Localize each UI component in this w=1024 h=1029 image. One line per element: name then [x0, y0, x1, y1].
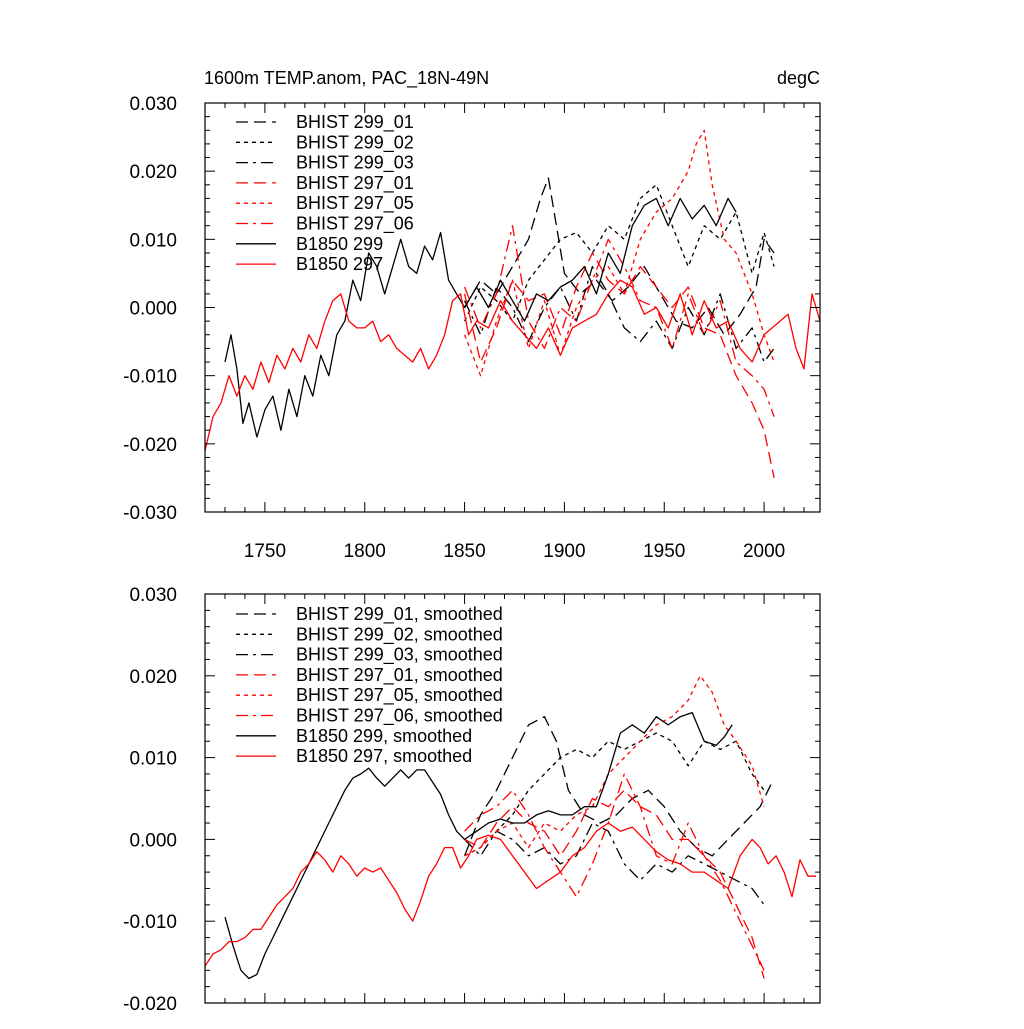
y-tick-label: 0.010: [129, 230, 177, 251]
series-line-5: [463, 129, 775, 377]
legend-label: BHIST 299_03, smoothed: [296, 645, 503, 666]
series-line-3: [464, 265, 775, 363]
series-line-6: [463, 225, 775, 417]
y-tick-label: -0.020: [123, 994, 177, 1015]
legend-label: BHIST 299_02: [296, 132, 414, 153]
series-line-4: [463, 252, 775, 479]
y-tick-label: 0.020: [129, 162, 177, 183]
y-tick-label: -0.020: [123, 435, 177, 456]
x-tick-label: 1850: [443, 541, 485, 562]
series-line-1: [464, 177, 775, 336]
top-panel: 1600m TEMP.anom, PAC_18N-49N degC -0.030…: [123, 68, 821, 562]
legend-label: BHIST 297_06: [296, 214, 414, 235]
x-tick-label: 1750: [244, 541, 286, 562]
legend-label: B1850 299: [296, 234, 383, 254]
legend-label: B1850 297, smoothed: [296, 746, 472, 766]
chart-title: 1600m TEMP.anom, PAC_18N-49N: [204, 68, 489, 89]
series-line-2: [464, 184, 775, 322]
y-tick-label: 0.000: [129, 299, 177, 320]
legend-label: BHIST 299_01, smoothed: [296, 604, 503, 625]
y-tick-label: 0.000: [129, 830, 177, 851]
y-tick-label: 0.030: [129, 94, 177, 115]
legend-label: BHIST 297_05, smoothed: [296, 685, 503, 706]
legend-label: BHIST 299_01: [296, 112, 414, 133]
series-line-7: [224, 197, 737, 438]
series-group: [205, 129, 820, 479]
legend-label: B1850 299, smoothed: [296, 726, 472, 746]
legend-label: BHIST 297_01, smoothed: [296, 665, 503, 686]
legend-label: BHIST 297_06, smoothed: [296, 706, 503, 727]
series-group: [205, 675, 816, 980]
legend-label: BHIST 299_02, smoothed: [296, 624, 503, 645]
legend-label: BHIST 299_03: [296, 153, 414, 174]
units-label: degC: [777, 68, 820, 88]
series-line-5: [464, 675, 765, 857]
series-line-3: [464, 822, 765, 906]
series-line-8: [205, 822, 816, 967]
x-tick-label: 1900: [543, 541, 585, 562]
plot-frame: [204, 593, 821, 1004]
x-tick-label: 1950: [643, 541, 685, 562]
legend-label: BHIST 297_05: [296, 193, 414, 214]
x-tick-label: 1800: [344, 541, 386, 562]
series-line-8: [205, 279, 820, 451]
x-tick-label: 2000: [743, 541, 785, 562]
y-tick-label: -0.010: [123, 367, 177, 388]
y-tick-label: 0.030: [129, 585, 177, 606]
y-tick-label: 0.010: [129, 749, 177, 770]
y-tick-label: 0.020: [129, 667, 177, 688]
y-tick-label: -0.030: [123, 503, 177, 524]
legend-label: B1850 297: [296, 254, 383, 274]
series-line-1: [463, 716, 773, 857]
bottom-panel: -0.020 -0.010 0.000 0.010 0.020 0.030 BHIST 29…: [123, 585, 821, 1015]
y-tick-label: -0.010: [123, 912, 177, 933]
legend-label: BHIST 297_01: [296, 173, 414, 194]
series-line-7: [224, 711, 733, 980]
series-line-6: [464, 773, 765, 971]
